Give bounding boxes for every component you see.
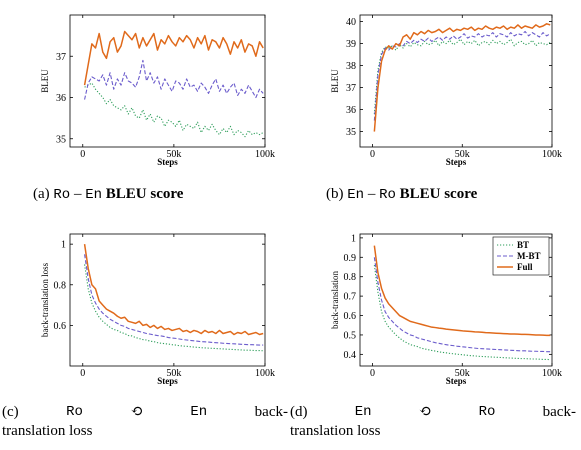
x-axis-label: Steps [446,376,467,386]
x-tick-label: 0 [80,149,85,160]
y-tick-label: 0.4 [344,350,357,361]
y-tick-label: 38 [346,61,356,72]
caption-d-line2: translation loss [290,423,381,439]
chart-b-en-ro-bleu: 0 50k 100k 35 36 37 38 39 40 Steps BLEU [330,14,562,167]
y-tick-label: 40 [346,17,356,28]
series-line-bt [373,264,551,361]
legend-label-bt: BT [517,240,529,250]
x-tick-label: 50k [455,368,470,379]
x-tick-label: 100k [542,368,562,379]
caption-c-prefix: (c) [2,404,19,420]
caption-c-arrow: ⟲ [130,404,143,420]
caption-c-lang1: Ro [66,404,83,420]
x-tick-label: 100k [255,368,275,379]
y-axis-label: back-translation loss [40,262,50,337]
series-line-full [373,245,551,337]
y-tick-label: 39 [346,39,356,50]
chart-c-ro-en-backtranslation-loss: 0 50k 100k 0.6 0.8 1 Steps back-translation los… [40,233,275,386]
caption-c-line2: translation loss [2,423,93,439]
y-tick-label: 0.9 [344,253,357,264]
series-line-m-bt [373,30,551,121]
caption-a-lang1: Ro [53,187,71,203]
caption-b-lang2: Ro [379,187,396,203]
caption-a: (a) Ro – En BLEU score [33,185,183,205]
legend-box [492,236,550,276]
plot-frame [359,233,553,367]
series-line-full [83,30,264,86]
y-axis-label: BLEU [40,69,50,93]
caption-a-suffix: BLEU score [105,186,184,202]
caption-d-lang1: En [354,404,372,420]
caption-a-lang2: En [85,187,103,203]
caption-b: (b) En – Ro BLEU score [326,185,477,205]
legend-label-full: Full [517,262,533,272]
x-axis-label: Steps [157,376,178,386]
y-tick-label: 0.8 [54,280,67,291]
chart-d-en-ro-backtranslation-loss: 0 50k 100k 0.4 0.5 0.6 0.7 0.8 0.9 1 Steps back-tra… [330,233,562,386]
x-tick-label: 100k [255,149,275,160]
series-line-bt [84,264,264,352]
caption-d-arrow: ⟲ [418,404,432,420]
y-tick-label: 0.8 [344,272,357,283]
caption-c-lang2: En [190,404,208,420]
caption-d-prefix: (d) [290,404,308,420]
y-tick-label: 37 [56,52,66,63]
x-tick-label: 0 [370,149,375,160]
x-axis-label: Steps [157,157,178,167]
plot-frame [69,14,266,148]
series-line-bt [373,38,551,115]
x-axis-label: Steps [446,157,467,167]
caption-d-lang2: Ro [478,404,496,420]
caption-d-suffix: back- [542,404,576,420]
caption-b-sep: – [367,186,376,202]
x-tick-label: 0 [80,368,85,379]
y-tick-label: 0.6 [344,311,357,322]
caption-c: (c) Ro ⟲ En back- translation loss [2,403,288,441]
y-axis-label: back-translation [330,271,340,329]
chart-a-ro-en-bleu: 0 50k 100k 35 36 37 Steps BLEU [40,14,275,167]
caption-a-prefix: (a) [33,186,50,202]
plot-frame [359,14,553,148]
caption-d: (d) En ⟲ Ro back- translation loss [290,403,576,441]
series-line-m-bt [84,59,264,100]
plot-frame [69,233,266,367]
legend-label-m-bt: M-BT [517,251,541,261]
x-tick-label: 100k [542,149,562,160]
y-tick-label: 0.7 [344,292,357,303]
series-line-full [83,244,264,336]
x-tick-label: 50k [455,149,470,160]
y-tick-label: 35 [346,127,356,138]
y-tick-label: 36 [346,105,356,116]
y-tick-label: 37 [346,83,356,94]
caption-b-lang1: En [347,187,365,203]
x-tick-label: 50k [166,368,181,379]
caption-a-sep: – [73,186,82,202]
x-tick-label: 0 [370,368,375,379]
series-line-full [373,23,551,132]
y-tick-label: 0.5 [344,330,357,341]
caption-b-prefix: (b) [326,186,344,202]
y-tick-label: 36 [56,93,66,104]
y-tick-label: 0.6 [54,321,67,332]
y-tick-label: 1 [351,233,356,244]
caption-c-suffix: back- [254,404,288,420]
caption-b-suffix: BLEU score [399,186,478,202]
x-tick-label: 50k [166,149,181,160]
series-line-m-bt [84,254,264,346]
y-axis-label: BLEU [330,69,340,93]
y-tick-label: 1 [61,240,66,251]
y-tick-label: 35 [56,134,66,145]
